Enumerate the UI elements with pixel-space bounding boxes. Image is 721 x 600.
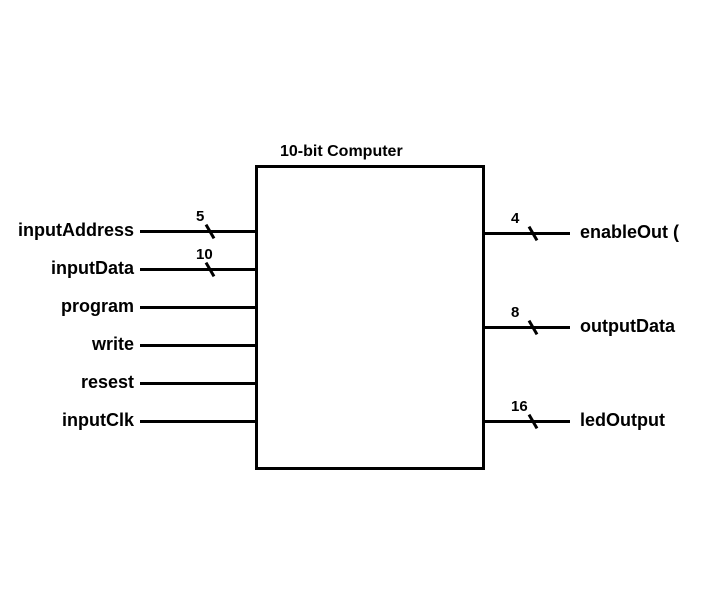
output-pin-label: ledOutput xyxy=(580,410,665,431)
bus-width-label: 16 xyxy=(511,398,528,415)
output-pin-line xyxy=(485,420,570,423)
input-pin-label: write xyxy=(92,334,134,355)
bus-width-label: 10 xyxy=(196,246,213,263)
input-pin-line xyxy=(140,230,255,233)
input-pin-label: inputData xyxy=(51,258,134,279)
input-pin-line xyxy=(140,344,255,347)
input-pin-label: inputAddress xyxy=(18,220,134,241)
input-pin-line xyxy=(140,306,255,309)
input-pin-line xyxy=(140,382,255,385)
component-title: 10-bit Computer xyxy=(280,143,403,161)
input-pin-label: program xyxy=(61,296,134,317)
bus-width-label: 5 xyxy=(196,208,204,225)
bus-width-label: 8 xyxy=(511,304,519,321)
output-pin-line xyxy=(485,232,570,235)
bus-width-label: 4 xyxy=(511,210,519,227)
input-pin-line xyxy=(140,268,255,271)
input-pin-label: inputClk xyxy=(62,410,134,431)
output-pin-line xyxy=(485,326,570,329)
output-pin-label: outputData xyxy=(580,316,675,337)
input-pin-label: resest xyxy=(81,372,134,393)
input-pin-line xyxy=(140,420,255,423)
component-box xyxy=(255,165,485,470)
output-pin-label: enableOut ( xyxy=(580,222,679,243)
